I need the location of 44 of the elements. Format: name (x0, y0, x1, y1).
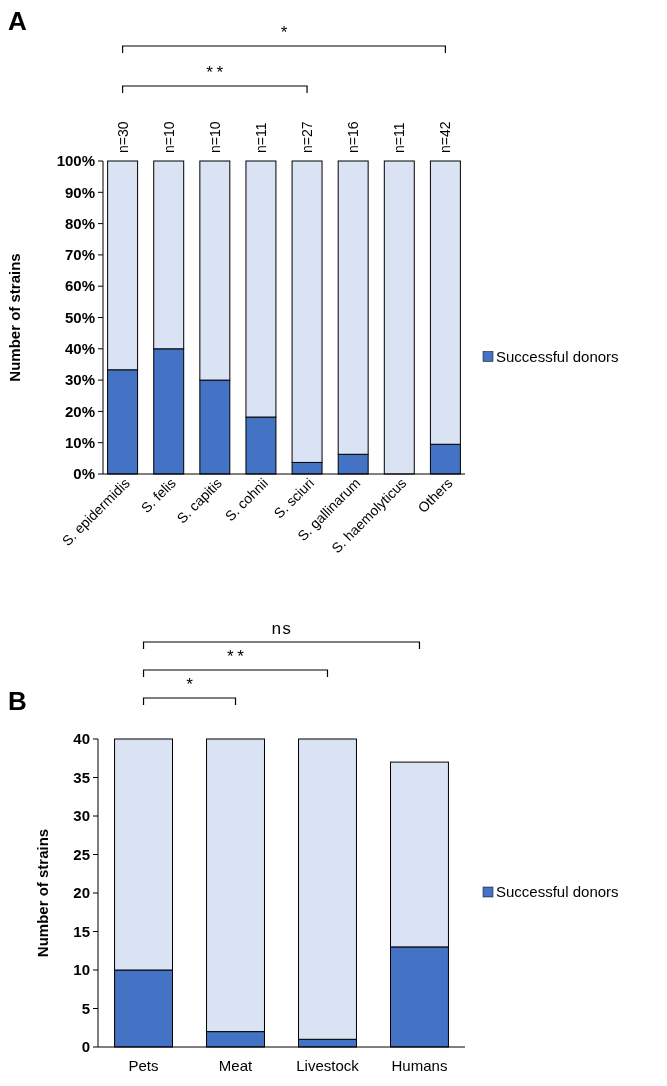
y-axis-title: Number of strains (6, 253, 23, 382)
y-tick-label: 20% (64, 402, 95, 420)
y-tick-label: 40% (64, 340, 95, 358)
y-tick-label: 60% (64, 277, 95, 295)
text: n=10 (206, 121, 223, 153)
legend-label: Successful donors (496, 883, 619, 901)
y-tick-label: 30 (73, 807, 90, 825)
text: n=27 (298, 121, 315, 153)
y-tick-label: 25 (73, 845, 90, 863)
y-tick-label: 30% (64, 371, 95, 389)
text: n=42 (437, 121, 454, 153)
y-tick-label: 0 (81, 1038, 90, 1056)
x-tick-label: S. felis (137, 474, 179, 516)
y-tick-label: 20 (73, 884, 90, 902)
x-tick-label: Humans (391, 1057, 448, 1074)
x-tick-label: Pets (128, 1057, 159, 1074)
text: n=11 (252, 122, 269, 153)
text: ** (204, 64, 226, 83)
y-axis-title: Number of strains (34, 828, 51, 958)
text: n=11 (391, 122, 408, 153)
text: * (184, 676, 195, 695)
x-tick-label: Livestock (296, 1057, 360, 1074)
text: n=16 (345, 121, 362, 153)
y-tick-label: 40 (73, 730, 90, 748)
chart-title: B (8, 686, 27, 716)
x-tick-label: Meat (218, 1057, 254, 1074)
chart-title: A (8, 6, 27, 36)
y-tick-label: 10% (64, 433, 95, 451)
y-tick-label: 50% (64, 308, 95, 326)
y-tick-label: 0% (73, 465, 95, 483)
y-tick-label: 35 (73, 768, 90, 786)
y-tick-label: 5 (81, 999, 90, 1017)
text: ** (225, 648, 246, 667)
y-tick-label: 90% (64, 183, 95, 201)
text: ns (271, 620, 292, 639)
y-tick-label: 70% (64, 246, 95, 264)
y-tick-label: 100% (56, 152, 95, 170)
text: n=30 (114, 121, 131, 153)
y-tick-label: 10 (73, 961, 90, 979)
y-tick-label: 80% (64, 214, 95, 232)
legend-label: Successful donors (496, 347, 619, 365)
text: * (278, 24, 290, 43)
text: n=10 (160, 121, 177, 153)
y-tick-label: 15 (73, 922, 90, 940)
